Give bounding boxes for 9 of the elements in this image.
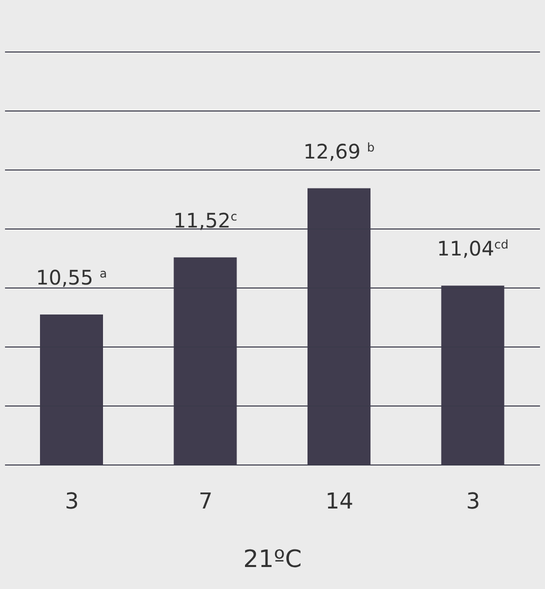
x-tick-label: 3 (64, 490, 79, 515)
data-label: 11,52$^{c}$ (173, 208, 238, 232)
x-tick-label: 7 (198, 490, 213, 515)
x-tick-label: 14 (325, 490, 354, 515)
data-label: 11,04$^{cd}$ (437, 236, 508, 261)
x-axis-title: 21ºC (243, 545, 302, 573)
data-label: 10,55 $^{a}$ (36, 266, 107, 290)
data-label: 12,69 $^{b}$ (303, 139, 375, 164)
x-tick-label: 3 (466, 490, 480, 515)
